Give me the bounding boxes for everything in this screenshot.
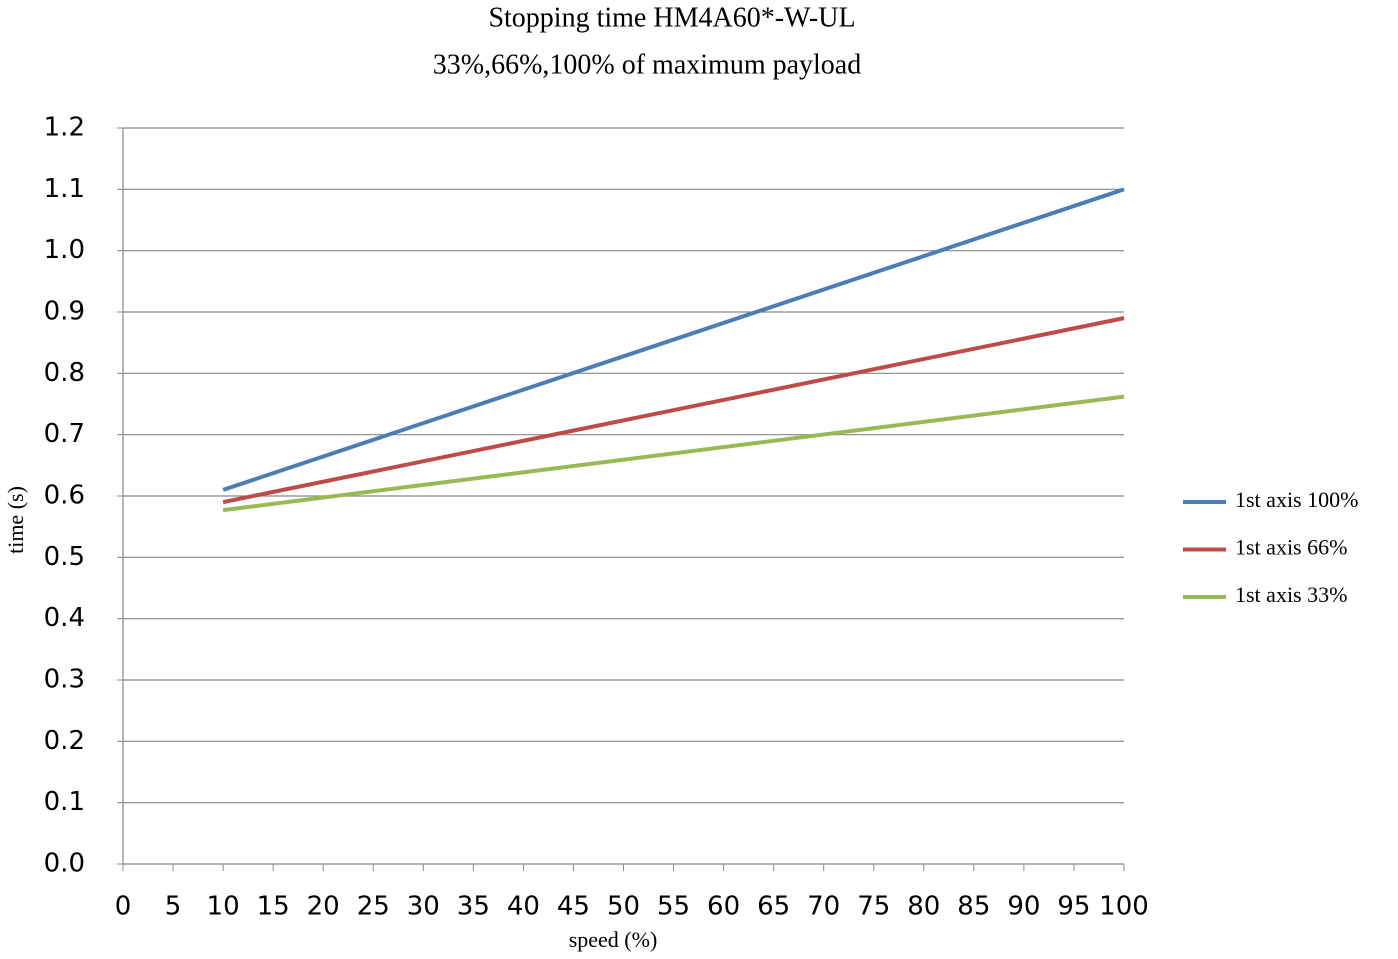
x-tick-label: 35 — [457, 892, 490, 922]
legend-label: 1st axis 66% — [1235, 535, 1347, 560]
x-tick-label: 20 — [307, 892, 340, 922]
x-tick-label: 30 — [407, 892, 440, 922]
y-tick-label: 0.5 — [44, 542, 85, 572]
x-tick-label: 85 — [957, 892, 990, 922]
y-tick-label: 0.0 — [44, 849, 85, 879]
x-tick-label: 90 — [1007, 892, 1040, 922]
y-tick-label: 0.3 — [44, 665, 85, 695]
x-tick-label: 0 — [115, 892, 132, 922]
x-tick-label: 25 — [357, 892, 390, 922]
x-tick-label: 80 — [907, 892, 940, 922]
x-tick-label: 10 — [207, 892, 240, 922]
x-tick-label: 55 — [657, 892, 690, 922]
y-tick-label: 1.1 — [44, 174, 85, 204]
x-tick-label: 70 — [807, 892, 840, 922]
x-tick-label: 100 — [1099, 892, 1149, 922]
x-tick-label: 45 — [557, 892, 590, 922]
y-axis-label: time (s) — [3, 486, 28, 554]
x-tick-label: 95 — [1057, 892, 1090, 922]
x-tick-label: 60 — [707, 892, 740, 922]
x-tick-label: 15 — [257, 892, 290, 922]
y-tick-label: 0.1 — [44, 787, 85, 817]
y-tick-label: 1.2 — [44, 113, 85, 143]
y-tick-label: 0.9 — [44, 297, 85, 327]
y-tick-label: 0.7 — [44, 419, 85, 449]
x-axis-label: speed (%) — [569, 927, 658, 952]
x-tick-label: 65 — [757, 892, 790, 922]
y-tick-label: 0.4 — [44, 603, 85, 633]
y-tick-label: 0.8 — [44, 358, 85, 388]
series-line — [222, 316, 1125, 505]
x-tick-label: 40 — [507, 892, 540, 922]
series-line — [222, 394, 1125, 513]
y-tick-label: 0.6 — [44, 481, 85, 511]
x-tick-label: 5 — [165, 892, 182, 922]
y-tick-label: 0.2 — [44, 726, 85, 756]
chart-title: Stopping time HM4A60*-W-UL — [488, 2, 855, 33]
x-tick-label: 75 — [857, 892, 890, 922]
series-line — [222, 187, 1125, 492]
x-tick-label: 50 — [607, 892, 640, 922]
chart-subtitle: 33%,66%,100% of maximum payload — [433, 49, 861, 80]
legend-label: 1st axis 100% — [1235, 487, 1358, 512]
y-tick-label: 1.0 — [44, 235, 85, 265]
legend-label: 1st axis 33% — [1235, 582, 1347, 607]
